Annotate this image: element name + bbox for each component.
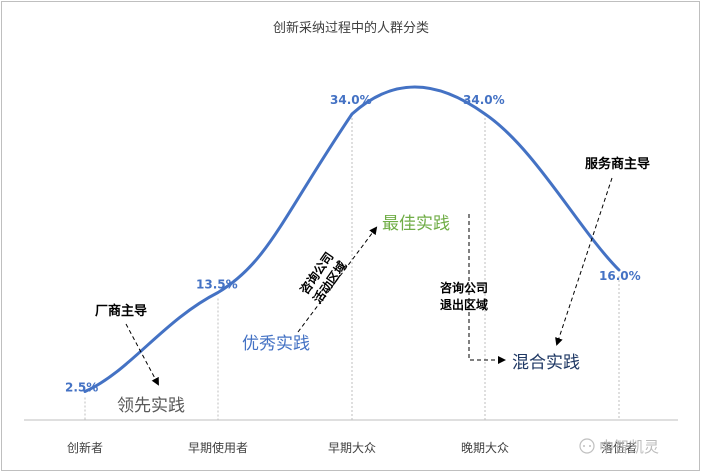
x-tick-label: 晚期大众	[461, 441, 509, 455]
wechat-icon-dot	[589, 445, 591, 447]
annotation-consulting-active: 咨询公司 活动区域	[296, 249, 349, 306]
annotation-excellent-practice: 优秀实践	[242, 334, 310, 354]
adoption-curve	[83, 85, 621, 393]
value-label: 34.0%	[330, 93, 372, 107]
annotation-vendor-led: 厂商主导	[95, 303, 147, 319]
value-label: 34.0%	[463, 93, 505, 107]
annotation-mixed-practice: 混合实践	[512, 353, 580, 373]
consulting-exit-line1: 咨询公司	[440, 280, 488, 295]
x-tick-labels: 创新者 早期使用者 早期大众 晚期大众 落伍者	[67, 440, 637, 455]
wechat-icon-dot	[583, 445, 585, 447]
arrow-consulting-exit	[468, 214, 506, 364]
wechat-icon	[579, 438, 595, 454]
value-label: 16.0%	[599, 269, 641, 283]
arrow-consulting-active	[297, 226, 378, 333]
consulting-exit-line2: 退出区域	[440, 297, 488, 312]
value-label: 13.5%	[196, 278, 238, 292]
annotation-leading-practice: 领先实践	[117, 396, 185, 416]
value-labels: 2.5% 13.5% 34.0% 34.0% 16.0%	[65, 93, 641, 395]
annotation-service-led: 服务商主导	[585, 156, 650, 172]
value-label: 2.5%	[65, 381, 98, 395]
watermark: 中智凯灵	[579, 438, 659, 456]
x-tick-label: 早期使用者	[188, 440, 248, 455]
x-tick-label: 落伍者	[601, 441, 637, 455]
arrow-service-led	[555, 177, 613, 346]
vertical-guides	[84, 114, 620, 420]
chart-title: 创新采纳过程中的人群分类	[273, 20, 429, 36]
annotation-best-practice: 最佳实践	[382, 214, 450, 234]
x-tick-label: 创新者	[67, 440, 103, 455]
watermark-text: 中智凯灵	[599, 438, 659, 456]
arrow-vendor-led	[125, 323, 159, 386]
x-tick-label: 早期大众	[328, 441, 376, 455]
